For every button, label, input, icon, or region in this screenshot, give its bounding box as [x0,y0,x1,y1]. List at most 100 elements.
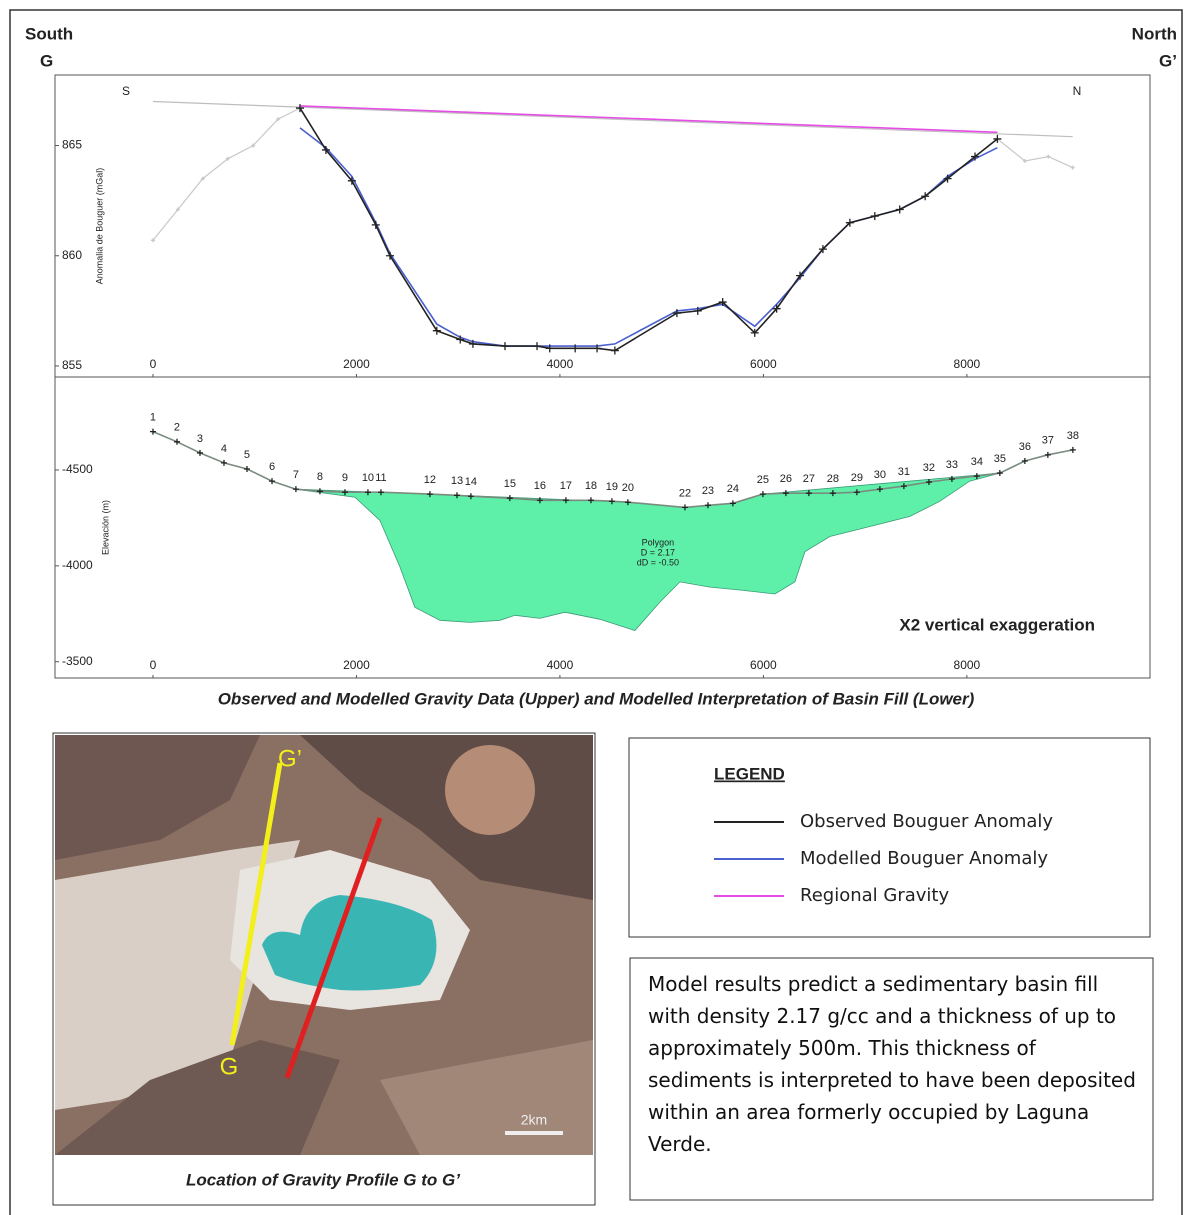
station-label: 32 [923,462,935,474]
station-label: 33 [946,459,958,471]
map-ridge [55,735,260,860]
station-label: 34 [971,456,983,468]
data-point [1044,451,1051,458]
direction-label: N [1073,84,1082,98]
data-point [533,342,542,351]
data-point [225,156,230,161]
header-north: North [1132,24,1177,43]
station-label: 15 [504,478,516,490]
data-point [276,117,281,122]
station-label: 11 [375,472,386,484]
data-point [853,489,860,496]
data-point [500,342,509,351]
station-label: 19 [606,481,618,493]
direction-label: S [122,84,130,98]
x-tick-label: 8000 [954,357,981,371]
map: G’ G 2km Location of Gravity Profile G t… [52,732,596,1206]
data-point [364,489,371,496]
data-point [925,479,932,486]
station-label: 38 [1067,430,1079,442]
data-point [693,306,702,315]
station-label: 36 [1019,441,1031,453]
station-label: 23 [702,485,714,497]
station-label: 18 [585,480,597,492]
map-lower-ridge [55,1040,340,1155]
station-label: 29 [851,472,863,484]
station-label: 26 [780,473,792,485]
station-label: 10 [362,472,374,484]
station-label: 28 [827,473,839,485]
data-point [1069,446,1076,453]
data-point [341,489,348,496]
data-point [386,251,395,260]
station-label: 30 [874,469,886,481]
legend-title: LEGEND [714,764,785,783]
data-point [796,271,805,280]
data-point [829,490,836,497]
header-south: South [25,24,73,43]
map-label-g: G [220,1053,239,1080]
station-label: 13 [451,475,463,487]
data-point [718,298,727,307]
data-point [316,488,323,495]
y-axis-label: Elevación (m) [100,500,110,555]
data-point [456,335,465,344]
x-tick-label: 4000 [547,357,574,371]
x-tick-label: 0 [150,658,157,672]
data-point [759,491,766,498]
station-label: 9 [342,472,348,484]
data-point [681,504,688,511]
station-label: 5 [244,449,250,461]
data-point [321,145,330,154]
data-point [175,207,180,212]
y-tick-label: 860 [62,248,82,262]
y-tick-label: -4000 [62,558,93,572]
basin-polygon [295,472,1000,631]
y-tick-label: -4500 [62,462,93,476]
x-tick-label: 2000 [343,658,370,672]
station-label: 24 [727,483,739,495]
profile-line-red [284,817,383,1079]
station-label: 27 [803,473,815,485]
y-tick-label: -3500 [62,654,93,668]
charts: 855 860 8 6 5 0 2000 4000 6000 8000 Anomalia de Bo… [55,84,1095,678]
data-point [426,491,433,498]
data-point [292,486,299,493]
y-tick-label: 855 [62,358,82,372]
x-tick-label: 6000 [750,658,777,672]
data-point [610,346,619,355]
station-label: 6 [269,461,275,473]
data-point [220,459,227,466]
series-line [299,105,998,134]
y-axis-label: Anomalia de Bouguer (mGal) [94,168,104,285]
data-point [251,143,256,148]
data-point [672,309,681,318]
legend: Observed Bouguer Anomaly Modelled Bouguer… [714,811,1053,906]
data-point [150,238,155,243]
data-point [1021,457,1028,464]
annotation: X2 vertical exaggeration [899,615,1095,634]
data-point [593,344,602,353]
map-caption: Location of Gravity Profile G to G’ [186,1170,460,1189]
data-point [536,497,543,504]
station-label: 35 [994,453,1006,465]
data-point [562,497,569,504]
station-label: 7 [293,469,299,481]
data-point [200,176,205,181]
station-label: 3 [197,433,203,445]
data-point [895,205,904,214]
data-point [973,473,980,480]
station-label: 22 [679,487,691,499]
station-label: 25 [757,474,769,486]
data-point [608,498,615,505]
data-point [506,495,513,502]
header-g-prime: G’ [1159,51,1177,70]
data-point [295,104,304,113]
data-point [729,500,736,507]
map-lower-plain [380,1040,593,1155]
data-point [149,428,156,435]
station-label: 8 [317,471,323,483]
data-point [173,438,180,445]
